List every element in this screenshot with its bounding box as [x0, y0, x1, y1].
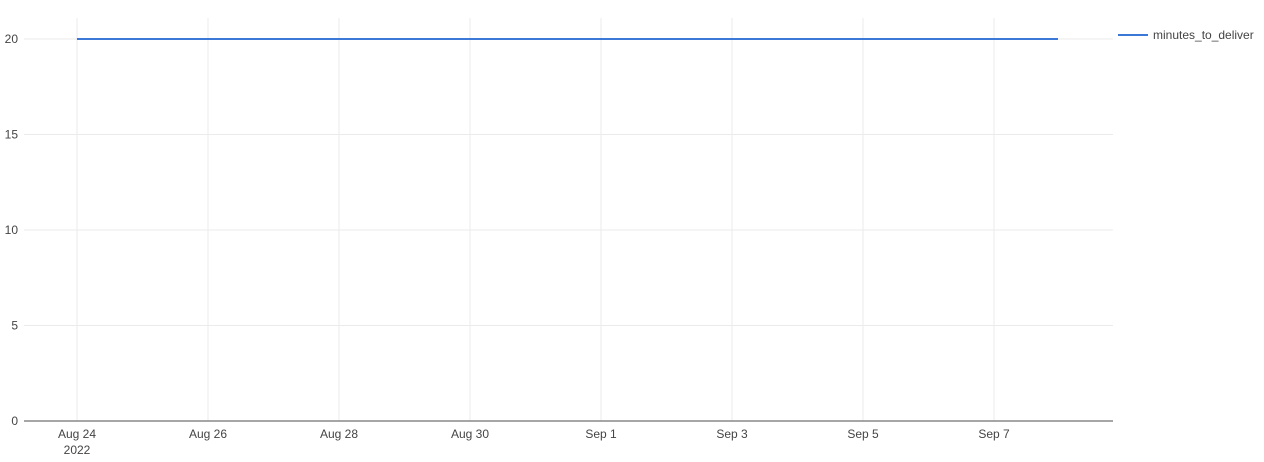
y-tick-label: 0	[11, 414, 18, 428]
x-tick-label: Aug 26	[189, 427, 227, 441]
x-tick-label: Aug 28	[320, 427, 358, 441]
y-tick-label: 5	[11, 319, 18, 333]
x-tick-label: Sep 7	[978, 427, 1010, 441]
x-tick-label: Aug 24	[58, 427, 96, 441]
grid	[24, 18, 1113, 421]
legend-label: minutes_to_deliver	[1153, 28, 1254, 42]
legend[interactable]: minutes_to_deliver	[1118, 28, 1254, 42]
x-tick-label: Sep 3	[716, 427, 748, 441]
x-tick-label: Aug 30	[451, 427, 489, 441]
x-tick-sublabel: 2022	[64, 443, 91, 457]
y-axis-ticks: 0 5 10 15 20	[5, 32, 19, 428]
y-tick-label: 15	[5, 128, 19, 142]
x-axis-ticks: Aug 24 2022 Aug 26 Aug 28 Aug 30 Sep 1 Sep 3 Se…	[58, 427, 1010, 457]
x-tick-label: Sep 1	[585, 427, 617, 441]
y-tick-label: 20	[5, 32, 19, 46]
y-tick-label: 10	[5, 223, 19, 237]
x-tick-label: Sep 5	[847, 427, 879, 441]
